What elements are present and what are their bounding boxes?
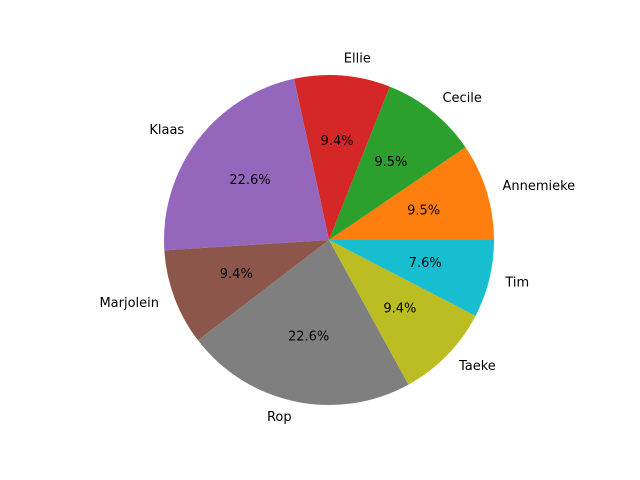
slice-label-annemieke: Annemieke <box>502 179 575 194</box>
slice-labels: Annemieke Cecile Ellie Klaas Marjolein Rop Tae… <box>99 52 575 426</box>
pie-slice-ellie <box>294 75 390 241</box>
pie-slice-annemieke <box>329 147 494 240</box>
percent-label-cecile: 9.5% <box>374 155 407 170</box>
slice-label-marjolein: Marjolein <box>99 296 159 311</box>
percent-label-marjolein: 9.4% <box>220 267 253 282</box>
slice-label-rop: Rop <box>267 410 292 425</box>
slice-label-taeke: Taeke <box>458 359 496 374</box>
percent-label-annemieke: 9.5% <box>407 203 440 218</box>
percent-label-rop: 22.6% <box>288 329 329 344</box>
pie-slice-rop <box>197 240 409 405</box>
slice-label-ellie: Ellie <box>344 52 371 67</box>
percent-label-taeke: 9.4% <box>383 302 416 317</box>
percent-labels: 9.5% 9.5% 9.4% 22.6% 9.4% 22.6% 9.4% 7.6% <box>220 134 442 345</box>
slice-label-cecile: Cecile <box>442 91 481 106</box>
slice-label-tim: Tim <box>504 275 529 290</box>
pie-slice-cecile <box>329 86 466 240</box>
percent-label-tim: 7.6% <box>409 256 442 271</box>
percent-label-klaas: 22.6% <box>229 173 270 188</box>
slice-label-klaas: Klaas <box>149 123 184 138</box>
pie-slice-marjolein <box>164 240 329 341</box>
pie-slices <box>163 75 494 405</box>
pie-slice-tim <box>329 240 494 316</box>
pie-slice-klaas <box>163 78 329 251</box>
pie-slice-taeke <box>329 240 476 385</box>
percent-label-ellie: 9.4% <box>321 134 354 149</box>
